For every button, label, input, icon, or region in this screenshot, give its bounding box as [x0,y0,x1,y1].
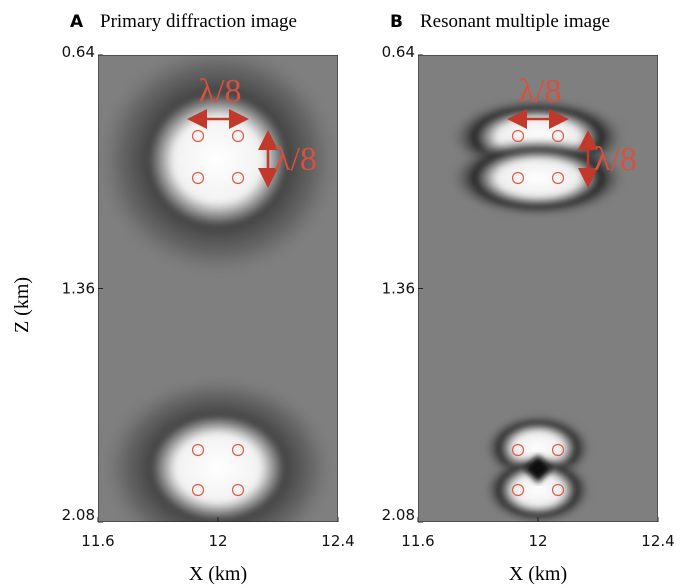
scatterer-marker [551,443,565,457]
x-tick-label: 12.4 [641,532,674,550]
seismic-image [418,55,658,522]
x-tick-label: 11.6 [401,532,434,550]
panel-title: Resonant multiple image [420,11,610,32]
x-axis-label: X (km) [509,563,567,585]
y-axis-label: Z (km) [11,277,33,333]
scatterer-marker [551,129,565,143]
y-tick-label: 1.36 [62,280,95,298]
scatterer-marker [231,443,245,457]
y-tick-label: 1.36 [382,280,415,298]
annotation: λ/8 [199,73,242,110]
x-tick-label: 11.6 [81,532,114,550]
seismic-image [98,55,338,522]
y-tick-label: 0.64 [382,43,415,61]
x-tick-label: 12.4 [321,532,354,550]
panel-label: B [390,12,403,32]
y-tick-label: 0.64 [62,43,95,61]
scatterer-marker [191,443,205,457]
scatterer-marker [231,483,245,497]
annotation: λ/8 [519,73,562,110]
x-tick-label: 12 [528,532,547,550]
scatterer-marker [511,483,525,497]
dark-diamond [524,455,552,483]
y-tick-label: 2.08 [62,506,95,524]
scatterer-marker [511,443,525,457]
x-axis-label: X (km) [189,563,247,585]
panel-title: Primary diffraction image [100,11,297,32]
y-tick-label: 2.08 [382,506,415,524]
scatterer-marker [191,129,205,143]
x-tick-label: 12 [208,532,227,550]
scatterer-marker [231,171,245,185]
diffraction-blob [483,455,593,522]
annotation: λ/8 [594,141,637,178]
scatterer-marker [191,171,205,185]
scatterer-marker [551,171,565,185]
diffraction-blob [98,373,338,522]
diffraction-blob [98,55,338,280]
scatterer-marker [551,483,565,497]
panel-label: A [70,12,84,32]
scatterer-marker [511,129,525,143]
scatterer-marker [191,483,205,497]
scatterer-marker [511,171,525,185]
scatterer-marker [231,129,245,143]
annotation: λ/8 [274,141,317,178]
